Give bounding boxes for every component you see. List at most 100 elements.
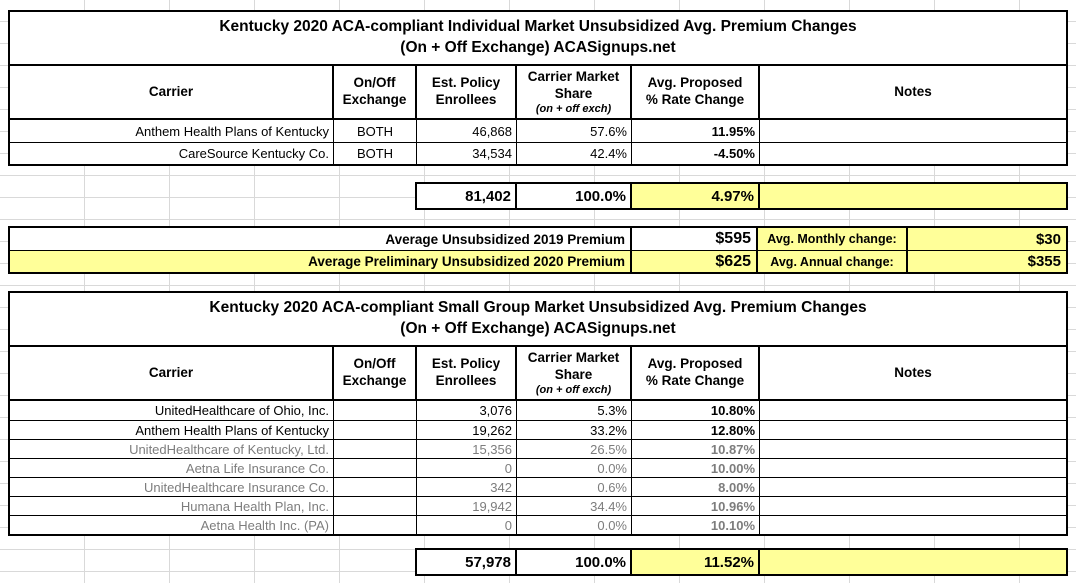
individual-table-title[interactable]: Kentucky 2020 ACA-compliant Individual M… — [10, 12, 1066, 66]
individual-header-row: Carrier On/Off Exchange Est. Policy Enro… — [10, 66, 1066, 120]
rate-cell[interactable]: 12.80% — [632, 420, 760, 439]
share-cell[interactable]: 42.4% — [517, 142, 632, 164]
exchange-cell[interactable] — [334, 420, 417, 439]
summary-row-2020: Average Preliminary Unsubsidized 2020 Pr… — [10, 250, 1066, 272]
carrier-cell[interactable]: Anthem Health Plans of Kentucky — [10, 120, 334, 142]
rate-cell[interactable]: 10.87% — [632, 439, 760, 458]
notes-cell[interactable] — [760, 439, 1066, 458]
rate-cell[interactable]: 10.96% — [632, 496, 760, 515]
total-share-cell[interactable]: 100.0% — [517, 550, 632, 574]
rate-cell[interactable]: 10.00% — [632, 458, 760, 477]
notes-cell[interactable] — [760, 420, 1066, 439]
enrollees-cell[interactable]: 342 — [417, 477, 517, 496]
small-group-header-row: Carrier On/Off Exchange Est. Policy Enro… — [10, 347, 1066, 401]
small-group-market-table: Kentucky 2020 ACA-compliant Small Group … — [8, 291, 1068, 536]
rate-cell[interactable]: 10.10% — [632, 515, 760, 534]
notes-cell[interactable] — [760, 515, 1066, 534]
rate-cell[interactable]: 8.00% — [632, 477, 760, 496]
summary-value-cell[interactable]: $595 — [632, 228, 758, 250]
header-notes[interactable]: Notes — [894, 83, 932, 99]
rate-cell[interactable]: 11.95% — [632, 120, 760, 142]
carrier-cell[interactable]: Anthem Health Plans of Kentucky — [10, 420, 334, 439]
share-cell[interactable]: 0.0% — [517, 515, 632, 534]
exchange-cell[interactable] — [334, 496, 417, 515]
notes-cell[interactable] — [760, 477, 1066, 496]
share-cell[interactable]: 33.2% — [517, 420, 632, 439]
individual-totals-row: 81,402 100.0% 4.97% — [415, 182, 1068, 210]
header-enrollees[interactable]: Est. Policy Enrollees — [417, 347, 517, 399]
notes-cell[interactable] — [760, 142, 1066, 164]
notes-cell[interactable] — [760, 458, 1066, 477]
carrier-cell[interactable]: UnitedHealthcare Insurance Co. — [10, 477, 334, 496]
total-enrollees-cell[interactable]: 57,978 — [417, 550, 517, 574]
enrollees-cell[interactable]: 15,356 — [417, 439, 517, 458]
total-rate-cell[interactable]: 4.97% — [632, 184, 760, 208]
enrollees-cell[interactable]: 3,076 — [417, 401, 517, 420]
rate-cell[interactable]: -4.50% — [632, 142, 760, 164]
header-enrollees[interactable]: Est. Policy Enrollees — [417, 66, 517, 118]
summary-label-cell[interactable]: Average Unsubsidized 2019 Premium — [10, 228, 632, 250]
table-row: Anthem Health Plans of Kentucky 19,262 3… — [10, 420, 1066, 439]
share-cell[interactable]: 0.6% — [517, 477, 632, 496]
total-notes-cell[interactable] — [760, 550, 1066, 574]
share-cell[interactable]: 0.0% — [517, 458, 632, 477]
header-market-share[interactable]: Carrier Market Share (on + off exch) — [517, 347, 632, 399]
summary-label-cell[interactable]: Average Preliminary Unsubsidized 2020 Pr… — [10, 250, 632, 272]
header-market-share-main: Carrier Market Share — [527, 69, 620, 101]
carrier-cell[interactable]: UnitedHealthcare of Kentucky, Ltd. — [10, 439, 334, 458]
notes-cell[interactable] — [760, 496, 1066, 515]
header-rate-change[interactable]: Avg. Proposed % Rate Change — [632, 347, 760, 399]
header-exchange[interactable]: On/Off Exchange — [334, 347, 417, 399]
enrollees-cell[interactable]: 19,942 — [417, 496, 517, 515]
exchange-cell[interactable] — [334, 515, 417, 534]
carrier-cell[interactable]: Aetna Health Inc. (PA) — [10, 515, 334, 534]
share-cell[interactable]: 57.6% — [517, 120, 632, 142]
header-carrier[interactable]: Carrier — [10, 347, 334, 399]
header-market-share-sub: (on + off exch) — [535, 102, 612, 115]
total-share-cell[interactable]: 100.0% — [517, 184, 632, 208]
header-carrier[interactable]: Carrier — [10, 66, 334, 118]
exchange-cell[interactable] — [334, 458, 417, 477]
notes-cell[interactable] — [760, 120, 1066, 142]
monthly-change-value-cell[interactable]: $30 — [908, 228, 1066, 250]
carrier-cell[interactable]: UnitedHealthcare of Ohio, Inc. — [10, 401, 334, 420]
table-row: Humana Health Plan, Inc. 19,942 34.4% 10… — [10, 496, 1066, 515]
enrollees-cell[interactable]: 34,534 — [417, 142, 517, 164]
carrier-cell[interactable]: Aetna Life Insurance Co. — [10, 458, 334, 477]
annual-change-label-cell[interactable]: Avg. Annual change: — [758, 250, 908, 272]
enrollees-cell[interactable]: 0 — [417, 515, 517, 534]
summary-row-2019: Average Unsubsidized 2019 Premium $595 A… — [10, 228, 1066, 250]
share-cell[interactable]: 26.5% — [517, 439, 632, 458]
exchange-cell[interactable]: BOTH — [334, 142, 417, 164]
total-notes-cell[interactable] — [760, 184, 1066, 208]
table-row: Aetna Life Insurance Co. 0 0.0% 10.00% — [10, 458, 1066, 477]
carrier-cell[interactable]: CareSource Kentucky Co. — [10, 142, 334, 164]
header-rate-change[interactable]: Avg. Proposed % Rate Change — [632, 66, 760, 118]
header-notes[interactable]: Notes — [894, 364, 932, 380]
rate-cell[interactable]: 10.80% — [632, 401, 760, 420]
header-exchange[interactable]: On/Off Exchange — [334, 66, 417, 118]
annual-change-value-cell[interactable]: $355 — [908, 250, 1066, 272]
table-row: UnitedHealthcare Insurance Co. 342 0.6% … — [10, 477, 1066, 496]
carrier-cell[interactable]: Humana Health Plan, Inc. — [10, 496, 334, 515]
share-cell[interactable]: 5.3% — [517, 401, 632, 420]
monthly-change-label-cell[interactable]: Avg. Monthly change: — [758, 228, 908, 250]
exchange-cell[interactable] — [334, 401, 417, 420]
share-cell[interactable]: 34.4% — [517, 496, 632, 515]
total-enrollees-cell[interactable]: 81,402 — [417, 184, 517, 208]
summary-value-cell[interactable]: $625 — [632, 250, 758, 272]
header-market-share[interactable]: Carrier Market Share (on + off exch) — [517, 66, 632, 118]
total-rate-cell[interactable]: 11.52% — [632, 550, 760, 574]
exchange-cell[interactable] — [334, 439, 417, 458]
premium-summary: Average Unsubsidized 2019 Premium $595 A… — [8, 226, 1068, 274]
small-group-table-title[interactable]: Kentucky 2020 ACA-compliant Small Group … — [10, 293, 1066, 347]
notes-cell[interactable] — [760, 401, 1066, 420]
enrollees-cell[interactable]: 19,262 — [417, 420, 517, 439]
exchange-cell[interactable] — [334, 477, 417, 496]
table-row: UnitedHealthcare of Ohio, Inc. 3,076 5.3… — [10, 401, 1066, 420]
individual-market-table: Kentucky 2020 ACA-compliant Individual M… — [8, 10, 1068, 166]
enrollees-cell[interactable]: 0 — [417, 458, 517, 477]
exchange-cell[interactable]: BOTH — [334, 120, 417, 142]
enrollees-cell[interactable]: 46,868 — [417, 120, 517, 142]
